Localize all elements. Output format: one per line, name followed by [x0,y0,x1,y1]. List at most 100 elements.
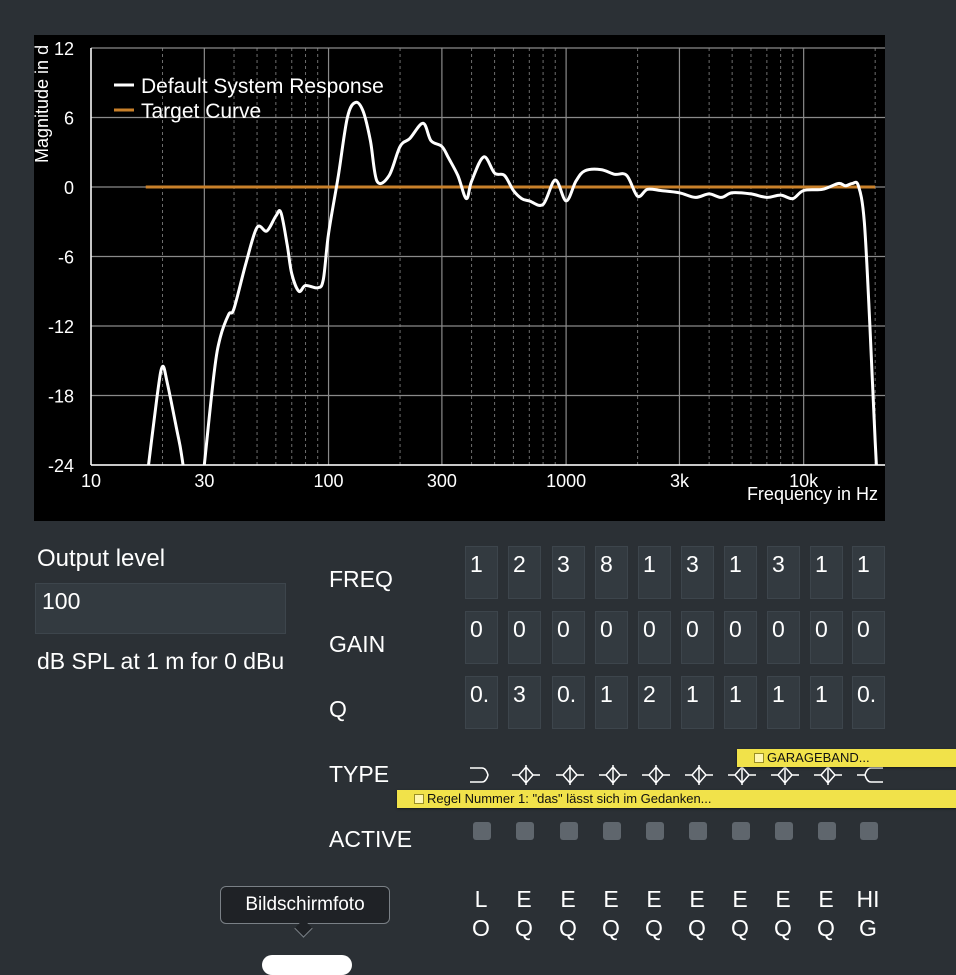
sticky-note-regel[interactable]: Regel Nummer 1: "das" lässt sich im Geda… [397,790,956,808]
low-cut-icon[interactable] [468,762,498,788]
high-cut-icon[interactable] [855,762,885,788]
freq-row-label: FREQ [329,566,393,592]
band-active-checkbox[interactable] [689,822,707,840]
band-gain-field[interactable]: 0 [681,611,714,664]
band-freq-field[interactable]: 3 [767,546,800,599]
band-q-field[interactable]: 1 [595,676,628,729]
x-tick-label: 3k [670,471,690,491]
peaking-eq-icon[interactable] [511,762,541,788]
band-type-label-line1: E [603,886,619,912]
type-row-label: TYPE [329,761,390,787]
peaking-eq-icon[interactable] [727,762,757,788]
band-type-label-line2: G [859,915,877,941]
band-q-field[interactable]: 3 [508,676,541,729]
band-q-field[interactable]: 1 [724,676,757,729]
band-freq-field[interactable]: 2 [508,546,541,599]
peaking-eq-icon[interactable] [813,762,843,788]
x-tick-label: 1000 [546,471,586,491]
band-q-field[interactable]: 1 [681,676,714,729]
band-type-label-line2: Q [515,915,533,941]
band-freq-field[interactable]: 3 [552,546,585,599]
band-type-label-line1: E [646,886,662,912]
band-gain-field[interactable]: 0 [465,611,498,664]
active-row-label: ACTIVE [329,826,413,852]
y-tick-label: 12 [54,39,74,59]
gain-row-label: GAIN [329,631,386,657]
band-type-label-line2: O [472,915,490,941]
peaking-eq-icon[interactable] [641,762,671,788]
band-active-checkbox[interactable] [473,822,491,840]
y-tick-label: 0 [64,178,74,198]
band-q-field[interactable]: 2 [638,676,671,729]
output-level-input[interactable] [35,583,286,634]
legend-label-default-response: Default System Response [141,75,384,98]
output-level-unit: dB SPL at 1 m for 0 dBu [37,648,285,674]
legend-label-target-curve: Target Curve [141,100,261,123]
y-axis-label: Magnitude in d [34,45,52,163]
band-q-field[interactable]: 1 [767,676,800,729]
band-freq-field[interactable]: 1 [810,546,843,599]
band-type-label-line1: E [560,886,576,912]
y-tick-label: -6 [58,248,74,268]
band-freq-field[interactable]: 1 [724,546,757,599]
band-type-label-line2: Q [602,915,620,941]
band-active-checkbox[interactable] [646,822,664,840]
band-type-label-line1: E [689,886,705,912]
band-active-checkbox[interactable] [603,822,621,840]
default-system-response-line [147,100,878,465]
band-freq-field[interactable]: 1 [852,546,885,599]
band-gain-field[interactable]: 0 [767,611,800,664]
partial-dock-item[interactable] [262,955,352,975]
y-tick-label: -12 [48,317,74,337]
x-tick-label: 300 [427,471,457,491]
peaking-eq-icon[interactable] [770,762,800,788]
screenshot-tooltip: Bildschirmfoto [220,886,390,924]
band-gain-field[interactable]: 0 [595,611,628,664]
band-active-checkbox[interactable] [560,822,578,840]
x-tick-label: 10k [789,471,819,491]
band-active-checkbox[interactable] [516,822,534,840]
band-q-field[interactable]: 0. [852,676,885,729]
y-tick-label: 6 [64,109,74,129]
x-axis-label: Frequency in Hz [747,484,878,504]
band-gain-field[interactable]: 0 [810,611,843,664]
y-tick-label: -24 [48,456,74,476]
band-gain-field[interactable]: 0 [638,611,671,664]
x-tick-label: 10 [81,471,101,491]
band-freq-field[interactable]: 1 [638,546,671,599]
band-active-checkbox[interactable] [860,822,878,840]
band-active-checkbox[interactable] [775,822,793,840]
band-q-field[interactable]: 0. [552,676,585,729]
band-active-checkbox[interactable] [732,822,750,840]
band-type-label-line1: E [732,886,748,912]
band-q-field[interactable]: 0. [465,676,498,729]
band-active-checkbox[interactable] [818,822,836,840]
note-text: Regel Nummer 1: "das" lässt sich im Geda… [427,791,712,806]
x-tick-label: 100 [314,471,344,491]
band-gain-field[interactable]: 0 [724,611,757,664]
peaking-eq-icon[interactable] [684,762,714,788]
band-type-label-line1: L [474,886,488,912]
band-gain-field[interactable]: 0 [552,611,585,664]
sticky-note-garageband[interactable]: GARAGEBAND... [737,749,956,767]
output-level-label: Output level [37,545,166,572]
band-gain-field[interactable]: 0 [508,611,541,664]
band-type-label-line1: E [818,886,834,912]
peaking-eq-icon[interactable] [555,762,585,788]
band-freq-field[interactable]: 8 [595,546,628,599]
band-type-label-line2: Q [688,915,706,941]
note-icon [754,753,764,763]
band-gain-field[interactable]: 0 [852,611,885,664]
band-q-field[interactable]: 1 [810,676,843,729]
band-freq-field[interactable]: 1 [465,546,498,599]
band-freq-field[interactable]: 3 [681,546,714,599]
peaking-eq-icon[interactable] [598,762,628,788]
q-row-label: Q [329,696,347,722]
band-type-label-line1: E [775,886,791,912]
